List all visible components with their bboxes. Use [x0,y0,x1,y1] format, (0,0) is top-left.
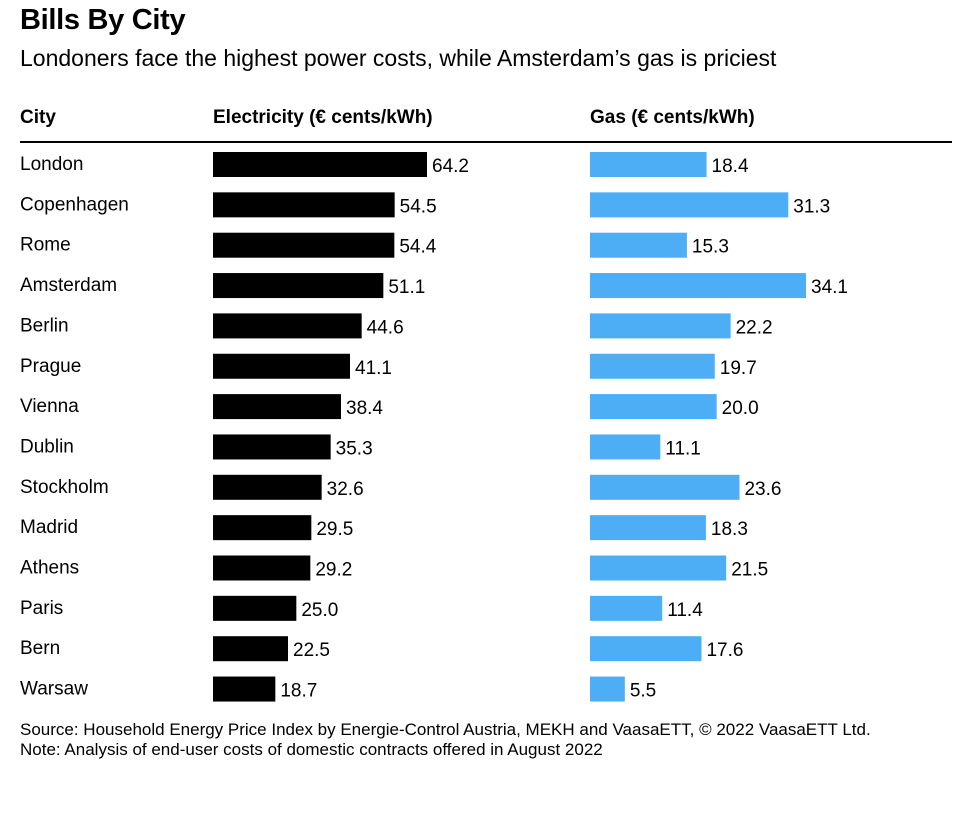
electricity-bar [213,555,311,581]
gas-bar [590,515,706,541]
gas-value-label: 31.3 [793,196,830,217]
city-label: Vienna [20,396,79,417]
gas-value-label: 11.4 [667,600,703,621]
gas-value-label: 17.6 [706,640,743,661]
electricity-value-label: 44.6 [367,317,404,338]
city-label: Berlin [20,315,69,336]
gas-bar [590,434,661,460]
electricity-value-label: 25.0 [301,600,338,621]
column-header-electricity: Electricity (€ cents/kWh) [213,107,433,128]
electricity-value-label: 35.3 [336,438,373,459]
gas-value-label: 22.2 [736,317,773,338]
electricity-value-label: 22.5 [293,640,330,661]
electricity-bar [213,273,384,299]
electricity-bar [213,353,350,379]
footer: Source: Household Energy Price Index by … [20,720,920,760]
electricity-bar [213,232,395,258]
gas-bar [590,595,663,621]
gas-value-label: 18.4 [712,156,749,177]
analysis-note: Note: Analysis of end-user costs of dome… [20,740,603,759]
column-header-gas: Gas (€ cents/kWh) [590,107,755,128]
source-note: Source: Household Energy Price Index by … [20,720,871,739]
gas-bar [590,353,715,379]
electricity-value-label: 64.2 [432,156,469,177]
gas-value-label: 20.0 [722,398,759,419]
electricity-bar [213,676,276,702]
gas-value-label: 15.3 [692,237,729,258]
gas-bar [590,192,789,218]
gas-bar [590,636,702,662]
electricity-bar [213,474,322,500]
city-label: Rome [20,235,71,256]
electricity-bar [213,636,288,662]
gas-value-label: 34.1 [811,277,848,298]
gas-bar [590,555,727,581]
gas-value-label: 23.6 [744,479,781,500]
electricity-value-label: 41.1 [355,358,392,379]
header-rule [20,141,952,143]
city-label: Athens [20,558,79,579]
city-label: Stockholm [20,477,109,498]
electricity-bar [213,434,331,460]
gas-bar [590,313,731,339]
chart-title: Bills By City [20,4,186,36]
electricity-value-label: 38.4 [346,398,383,419]
gas-value-label: 18.3 [711,519,748,540]
electricity-value-label: 51.1 [388,277,425,298]
electricity-bar [213,515,312,541]
chart-subtitle: Londoners face the highest power costs, … [20,45,777,71]
gas-bar [590,676,625,702]
city-label: Prague [20,356,81,377]
gas-bar [590,232,687,258]
gas-value-label: 5.5 [630,681,656,702]
city-label: Bern [20,638,60,659]
city-label: Dublin [20,436,74,457]
city-label: London [20,154,83,175]
gas-value-label: 11.1 [665,438,701,459]
column-header-city: City [20,107,56,128]
electricity-value-label: 29.5 [316,519,353,540]
electricity-value-label: 29.2 [315,560,352,581]
electricity-bar [213,313,362,339]
city-label: Paris [20,598,63,619]
electricity-bar [213,152,427,177]
electricity-bar [213,595,297,621]
city-label: Amsterdam [20,275,117,296]
gas-bar [590,152,707,177]
gas-value-label: 21.5 [731,560,768,581]
electricity-value-label: 54.4 [399,237,436,258]
electricity-bar [213,394,341,420]
gas-bar [590,394,717,420]
gas-bar [590,273,806,299]
gas-value-label: 19.7 [720,358,757,379]
electricity-value-label: 54.5 [400,196,437,217]
bar-chart: London 64.2 18.4 Copenhagen 54.5 31.3 Rome 54.4… [20,152,848,702]
electricity-value-label: 18.7 [280,681,317,702]
gas-bar [590,474,740,500]
city-label: Madrid [20,517,78,538]
electricity-value-label: 32.6 [327,479,364,500]
electricity-bar [213,192,395,218]
city-label: Copenhagen [20,194,129,215]
city-label: Warsaw [20,679,88,700]
